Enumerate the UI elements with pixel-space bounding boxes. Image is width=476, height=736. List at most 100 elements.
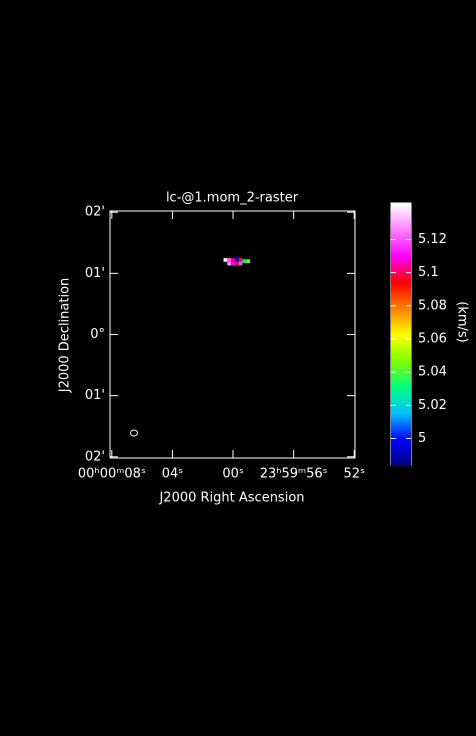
- x-tick-label: 52ˢ: [344, 467, 366, 482]
- colorbar-tick-label: 5.06: [418, 331, 447, 346]
- colorbar-cell: [391, 221, 411, 224]
- colorbar-cell: [391, 437, 411, 440]
- colorbar-cell: [391, 459, 411, 462]
- colorbar-cell: [391, 271, 411, 274]
- colorbar-cell: [391, 357, 411, 360]
- colorbar-cell: [391, 279, 411, 282]
- colorbar-cell: [391, 257, 411, 260]
- colorbar-cell: [391, 389, 411, 392]
- colorbar-cell: [391, 239, 411, 242]
- colorbar-cell: [391, 227, 411, 230]
- colorbar-cell: [391, 299, 411, 302]
- colorbar-cell: [391, 451, 411, 454]
- colorbar-cell: [391, 291, 411, 294]
- colorbar-cell: [391, 263, 411, 266]
- colorbar-cell: [391, 431, 411, 434]
- colorbar-cell: [391, 439, 411, 442]
- colorbar-cell: [391, 235, 411, 238]
- colorbar-cell: [391, 455, 411, 458]
- colorbar-cell: [391, 385, 411, 388]
- colorbar-cell: [391, 261, 411, 264]
- colorbar-cell: [391, 215, 411, 218]
- colorbar-cell: [391, 417, 411, 420]
- y-tick-label: 01': [85, 388, 105, 403]
- y-tick-label: 0°: [90, 327, 105, 342]
- colorbar-cell: [391, 421, 411, 424]
- colorbar-cell: [391, 223, 411, 226]
- colorbar-cell: [391, 361, 411, 364]
- colorbar-cell: [391, 365, 411, 368]
- colorbar-cell: [391, 445, 411, 448]
- raster-pixel: [234, 258, 239, 262]
- colorbar-cell: [391, 453, 411, 456]
- colorbar-cell: [391, 347, 411, 350]
- colorbar-cell: [391, 287, 411, 290]
- y-tick-label: 02': [85, 205, 105, 220]
- colorbar-tick-label: 5: [418, 431, 426, 446]
- colorbar-cell: [391, 207, 411, 210]
- colorbar-cell: [391, 379, 411, 382]
- y-tick-label: 01': [85, 266, 105, 281]
- colorbar-cell: [391, 409, 411, 412]
- colorbar-cell: [391, 325, 411, 328]
- colorbar-cell: [391, 253, 411, 256]
- colorbar-cell: [391, 425, 411, 428]
- colorbar-cell: [391, 255, 411, 258]
- colorbar-cell: [391, 309, 411, 312]
- colorbar-cell: [391, 367, 411, 370]
- colorbar-cell: [391, 333, 411, 336]
- colorbar-cell: [391, 383, 411, 386]
- colorbar-cell: [391, 203, 411, 206]
- colorbar-cell: [391, 397, 411, 400]
- colorbar-cell: [391, 343, 411, 346]
- colorbar-cell: [391, 393, 411, 396]
- colorbar-cell: [391, 433, 411, 436]
- colorbar-cell: [391, 277, 411, 280]
- colorbar-cell: [391, 275, 411, 278]
- colorbar-cell: [391, 259, 411, 262]
- y-axis-label: J2000 Declination: [58, 278, 73, 394]
- colorbar-cell: [391, 209, 411, 212]
- colorbar-cell: [391, 313, 411, 316]
- colorbar-cell: [391, 419, 411, 422]
- y-tick-label: 02': [85, 449, 105, 464]
- colorbar-cell: [391, 443, 411, 446]
- colorbar-cell: [391, 449, 411, 452]
- colorbar-cell: [391, 339, 411, 342]
- colorbar-cell: [391, 293, 411, 296]
- colorbar-cell: [391, 345, 411, 348]
- raster-pixel: [238, 261, 243, 266]
- colorbar-cell: [391, 303, 411, 306]
- colorbar-cell: [391, 305, 411, 308]
- colorbar-label: (km/s): [455, 301, 470, 343]
- raster-pixel: [223, 258, 228, 262]
- colorbar-cell: [391, 211, 411, 214]
- colorbar-tick-label: 5.08: [418, 298, 447, 313]
- colorbar-cell: [391, 435, 411, 438]
- colorbar-tick-label: 5.1: [418, 265, 439, 280]
- colorbar-cell: [391, 297, 411, 300]
- colorbar-cell: [391, 273, 411, 276]
- colorbar-cell: [391, 251, 411, 254]
- colorbar-cell: [391, 295, 411, 298]
- beam: [130, 429, 138, 437]
- colorbar-cell: [391, 249, 411, 252]
- colorbar-cell: [391, 265, 411, 268]
- colorbar-cell: [391, 289, 411, 292]
- colorbar-tick-label: 5.12: [418, 232, 447, 247]
- colorbar-cell: [391, 247, 411, 250]
- colorbar-cell: [391, 391, 411, 394]
- colorbar-cell: [391, 241, 411, 244]
- x-tick-label: 23ʰ59ᵐ56ˢ: [260, 467, 328, 482]
- colorbar-cell: [391, 423, 411, 426]
- colorbar-cell: [391, 337, 411, 340]
- x-tick-label: 04ˢ: [162, 467, 184, 482]
- colorbar-cell: [391, 403, 411, 406]
- raster-pixel: [234, 261, 239, 266]
- colorbar-cell: [391, 373, 411, 376]
- raster-pixel: [246, 259, 251, 263]
- raster-pixel: [238, 258, 243, 262]
- colorbar-cell: [391, 243, 411, 246]
- colorbar-cell: [391, 405, 411, 408]
- x-tick-label: 00ˢ: [222, 467, 244, 482]
